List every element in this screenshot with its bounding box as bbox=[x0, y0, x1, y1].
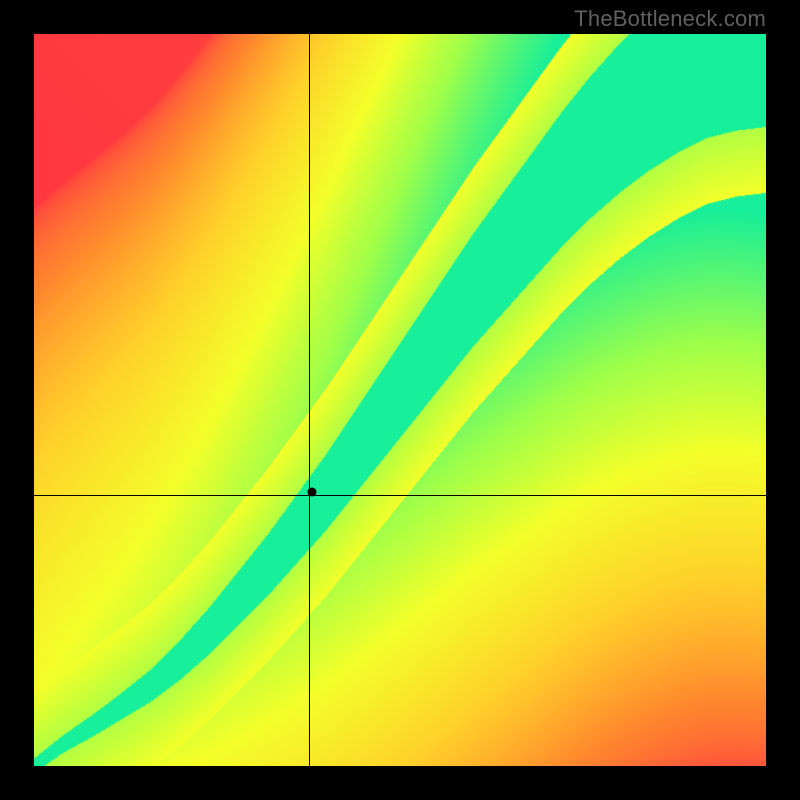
bottleneck-marker bbox=[308, 487, 317, 496]
crosshair-vertical bbox=[309, 34, 310, 766]
heatmap-plot bbox=[34, 34, 766, 766]
watermark-text: TheBottleneck.com bbox=[574, 6, 766, 32]
heatmap-canvas bbox=[34, 34, 766, 766]
chart-container: TheBottleneck.com bbox=[0, 0, 800, 800]
crosshair-horizontal bbox=[34, 495, 766, 496]
